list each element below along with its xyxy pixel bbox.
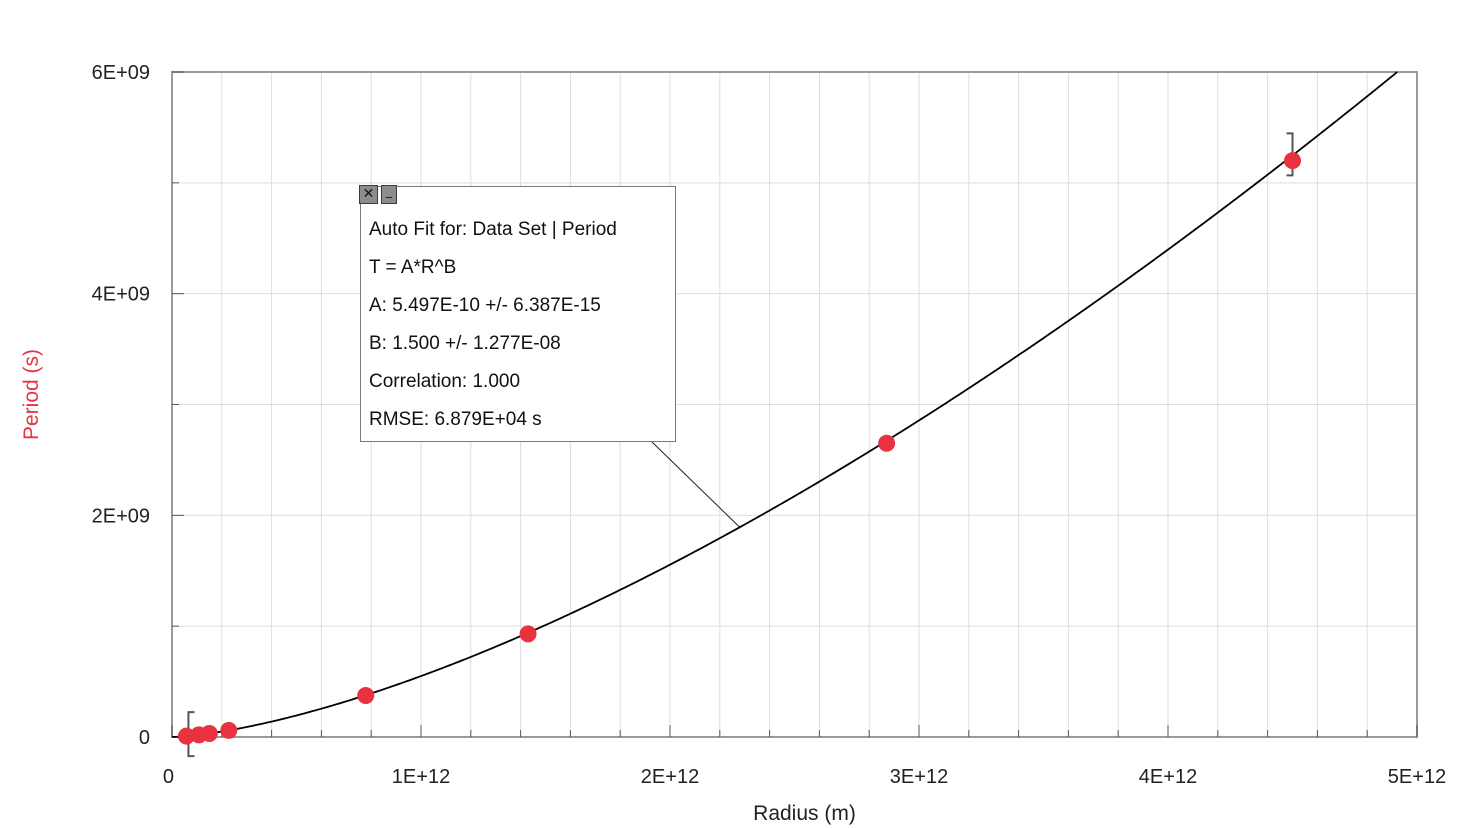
y-tick-labels: 0 2E+09 4E+09 6E+09 xyxy=(92,62,150,749)
x-tick-label: 3E+12 xyxy=(890,766,948,788)
data-point xyxy=(519,625,537,643)
fit-box-controls: ✕ _ xyxy=(359,185,397,204)
fit-correlation: Correlation: 1.000 xyxy=(369,371,521,392)
x-tick-labels: 0 1E+12 2E+12 3E+12 4E+12 5E+12 xyxy=(163,766,1446,788)
close-icon[interactable]: ✕ xyxy=(359,185,378,204)
fit-box-text: Auto Fit for: Data Set | Period T = A*R^… xyxy=(369,219,617,447)
y-tick-label: 6E+09 xyxy=(92,62,150,84)
fit-rmse: RMSE: 6.879E+04 s xyxy=(369,409,542,430)
fit-range-brackets[interactable] xyxy=(187,132,1294,758)
data-point xyxy=(177,727,195,745)
data-point xyxy=(357,687,375,705)
fit-curve xyxy=(171,71,1398,738)
curve-fit-box[interactable]: ✕ _ Auto Fit for: Data Set | Period T = … xyxy=(359,185,676,442)
axis-ticks xyxy=(171,71,1418,738)
data-point xyxy=(220,721,238,739)
x-tick-label: 5E+12 xyxy=(1388,766,1446,788)
fit-param-b: B: 1.500 +/- 1.277E-08 xyxy=(369,333,561,354)
fit-equation: T = A*R^B xyxy=(369,257,457,278)
grid xyxy=(172,72,1417,737)
data-points xyxy=(177,152,1301,745)
y-axis-label: Period (s) xyxy=(20,349,43,440)
data-point xyxy=(878,434,896,452)
y-tick-label: 2E+09 xyxy=(92,505,150,527)
fit-leader-line xyxy=(651,441,741,528)
x-axis-label: Radius (m) xyxy=(753,802,856,825)
data-point xyxy=(200,724,218,742)
y-tick-label: 4E+09 xyxy=(92,284,150,306)
x-tick-label: 4E+12 xyxy=(1139,766,1197,788)
fit-param-a: A: 5.497E-10 +/- 6.387E-15 xyxy=(369,295,601,316)
fit-title: Auto Fit for: Data Set | Period xyxy=(369,219,617,240)
minimize-icon[interactable]: _ xyxy=(381,185,397,204)
x-tick-label: 0 xyxy=(163,766,174,788)
data-point xyxy=(1284,152,1301,170)
x-tick-label: 2E+12 xyxy=(641,766,699,788)
y-tick-label: 0 xyxy=(139,727,150,749)
x-tick-label: 1E+12 xyxy=(392,766,450,788)
